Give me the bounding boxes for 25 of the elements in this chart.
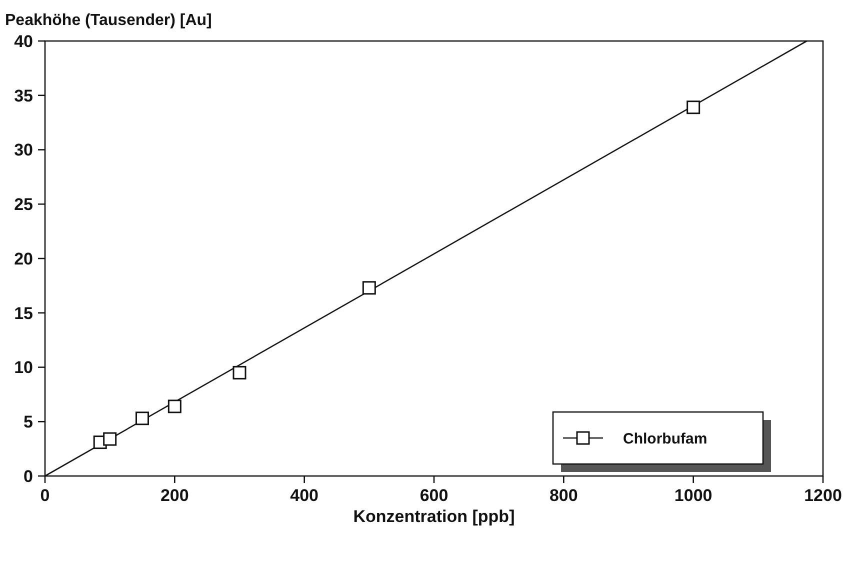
- y-tick-label: 30: [14, 140, 33, 160]
- y-tick-label: 0: [24, 466, 33, 486]
- y-tick-label: 40: [14, 32, 33, 51]
- point: [136, 412, 149, 426]
- x-tick-label: 1000: [674, 486, 712, 505]
- point: [686, 100, 700, 114]
- point: [232, 366, 246, 380]
- x-tick-label: 0: [40, 486, 50, 505]
- y-tick-label: 20: [14, 249, 33, 268]
- point: [362, 281, 376, 295]
- x-tick-label: 800: [549, 486, 578, 505]
- x-axis-title: Konzentration [ppb]: [353, 507, 515, 526]
- y-axis-title: Peakhöhe (Tausender) [Au]: [5, 12, 212, 29]
- y-tick-label: 5: [24, 412, 33, 432]
- x-tick-label: 600: [420, 486, 448, 505]
- y-tick-label: 35: [14, 86, 33, 106]
- y-tick-label: 25: [14, 195, 33, 214]
- point: [103, 432, 117, 446]
- x-tick-label: 200: [160, 486, 189, 505]
- x-tick-label: 400: [290, 486, 319, 505]
- x-tick-label: 1200: [804, 486, 842, 505]
- point: [168, 400, 182, 414]
- y-tick-label: 15: [14, 304, 33, 323]
- legend-label: Chlorbufam: [623, 430, 708, 448]
- y-tick-label: 10: [14, 358, 33, 378]
